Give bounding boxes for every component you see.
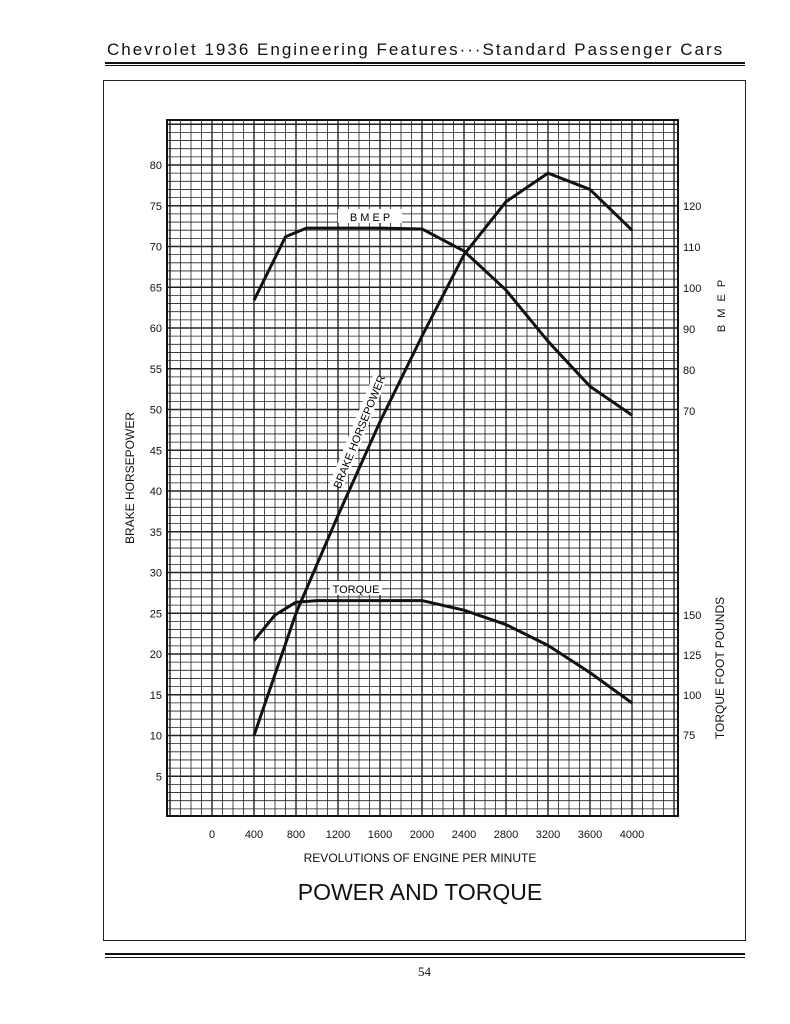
y-left-tick-label: 30	[150, 568, 162, 580]
y-left-tick-label: 70	[150, 242, 162, 254]
bmep-tick-label: 90	[683, 324, 695, 336]
torque-tick-label: 150	[683, 610, 701, 622]
y-left-tick-label: 5	[156, 771, 162, 783]
x-tick-label: 3600	[578, 829, 602, 841]
x-tick-label: 2000	[410, 829, 434, 841]
page-number: 54	[418, 964, 431, 979]
y-left-axis-label: BRAKE HORSEPOWER	[123, 412, 137, 544]
chart-frame	[103, 80, 746, 941]
x-tick-label: 2800	[494, 829, 518, 841]
y-left-tick-label: 75	[150, 201, 162, 213]
series-line-torque	[252, 599, 633, 705]
y-left-tick-label: 50	[150, 405, 162, 417]
bmep-axis-label: B M E P	[716, 278, 728, 332]
torque-tick-label: 75	[683, 730, 695, 742]
series-label-bg	[330, 581, 382, 595]
y-left-tick-label: 55	[150, 364, 162, 376]
footer-rule-thin	[105, 957, 745, 958]
header-rule	[105, 62, 745, 64]
torque-tick-label: 100	[683, 690, 701, 702]
x-tick-label: 800	[287, 829, 305, 841]
chart-title: POWER AND TORQUE	[298, 879, 543, 905]
y-left-tick-label: 65	[150, 282, 162, 294]
x-tick-label: 3200	[536, 829, 560, 841]
header-rule-thin	[105, 65, 745, 66]
torque-series-label: TORQUE	[330, 581, 382, 596]
torque-tick-label: 125	[683, 650, 701, 662]
series-line-left	[252, 171, 634, 736]
y-left-tick-label: 40	[150, 486, 162, 498]
y-left-tick-label: 25	[150, 608, 162, 620]
x-tick-label: 0	[209, 829, 215, 841]
x-tick-label: 4000	[620, 829, 644, 841]
x-tick-label: 1600	[368, 829, 392, 841]
page-header: Chevrolet 1936 Engineering Features···St…	[107, 40, 725, 59]
torque-axis-label: TORQUE FOOT POUNDS	[713, 597, 727, 739]
series-line-bmep	[252, 226, 633, 417]
footer-rule	[105, 953, 745, 955]
y-left-tick-label: 60	[150, 323, 162, 335]
bmep-tick-label: 110	[683, 242, 701, 254]
series-label-text: B M E P	[350, 212, 390, 224]
y-left-tick-label: 80	[150, 160, 162, 172]
bmep-tick-label: 80	[683, 365, 695, 377]
y-left-tick-label: 10	[150, 731, 162, 743]
x-axis-label: REVOLUTIONS OF ENGINE PER MINUTE	[304, 851, 537, 865]
bmep-series-label: B M E P	[338, 209, 402, 224]
series-label-bg	[338, 209, 402, 223]
bmep-tick-label: 70	[683, 406, 695, 418]
series-label-text: TORQUE	[333, 584, 380, 596]
bmep-tick-label: 120	[683, 201, 701, 213]
series-label-bg	[329, 373, 387, 489]
x-tick-label: 400	[245, 829, 263, 841]
y-left-tick-label: 15	[150, 690, 162, 702]
bmep-tick-label: 100	[683, 283, 701, 295]
x-tick-label: 2400	[452, 829, 476, 841]
x-tick-label: 1200	[326, 829, 350, 841]
y-left-tick-label: 20	[150, 649, 162, 661]
plot-border	[166, 119, 679, 817]
y-left-tick-label: 35	[150, 527, 162, 539]
y-left-tick-label: 45	[150, 445, 162, 457]
